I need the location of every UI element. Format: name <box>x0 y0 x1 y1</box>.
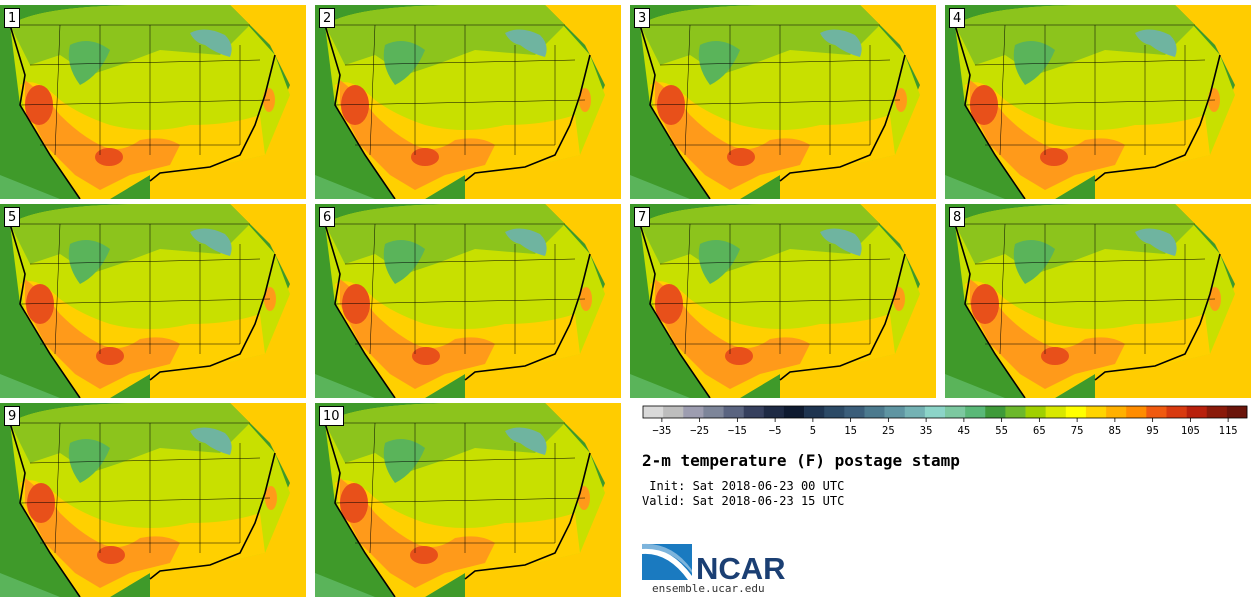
ensemble-member-panel: 10 <box>315 403 621 597</box>
colorbar-segment <box>1005 406 1026 418</box>
colorbar-tick-label: −15 <box>728 425 747 437</box>
colorbar-segment <box>1025 406 1046 418</box>
colorbar-tick-label: −5 <box>769 425 782 437</box>
colorbar-tick-label: 65 <box>1033 425 1046 437</box>
colorbar-tick-label: 95 <box>1146 425 1159 437</box>
member-number-label: 8 <box>949 207 966 227</box>
chart-title: 2-m temperature (F) postage stamp <box>642 451 960 470</box>
member-number-label: 9 <box>4 406 21 426</box>
ensemble-member-panel: 7 <box>630 204 936 398</box>
colorbar-tick-label: 35 <box>920 425 933 437</box>
temperature-map <box>315 403 621 597</box>
colorbar-segment <box>723 406 744 418</box>
temperature-map <box>945 5 1251 199</box>
colorbar-segment <box>824 406 845 418</box>
colorbar-segment <box>884 406 906 418</box>
temperature-map <box>0 403 306 597</box>
member-number-label: 10 <box>319 406 344 426</box>
colorbar-tick-label: 5 <box>810 425 816 437</box>
colorbar-segment <box>1226 406 1248 418</box>
ensemble-member-panel: 6 <box>315 204 621 398</box>
member-number-label: 2 <box>319 8 336 28</box>
ncar-logo: NCAR <box>642 543 786 584</box>
temperature-map <box>630 204 936 398</box>
colorbar-segment <box>924 406 946 418</box>
init-time: Init: Sat 2018-06-23 00 UTC <box>642 479 845 493</box>
colorbar-frame <box>642 405 1248 419</box>
colorbar-segment <box>1045 406 1067 418</box>
colorbar-segment <box>663 406 684 418</box>
site-url: ensemble.ucar.edu <box>652 582 765 595</box>
colorbar-segment <box>965 406 986 418</box>
temperature-map <box>0 204 306 398</box>
colorbar-segment <box>945 406 966 418</box>
colorbar-segment <box>804 406 825 418</box>
colorbar-tick-label: 85 <box>1109 425 1122 437</box>
colorbar-segment <box>1186 406 1208 418</box>
colorbar-tick-label: 45 <box>958 425 971 437</box>
temperature-map <box>630 5 936 199</box>
colorbar-segment <box>643 406 664 418</box>
colorbar-segment <box>703 406 724 418</box>
colorbar-segment <box>844 406 865 418</box>
temperature-map <box>0 5 306 199</box>
member-number-label: 3 <box>634 8 651 28</box>
ensemble-member-panel: 9 <box>0 403 306 597</box>
colorbar-tick-label: 25 <box>882 425 895 437</box>
colorbar-segment <box>783 406 805 418</box>
ensemble-member-panel: 3 <box>630 5 936 199</box>
ncar-logo-text: NCAR <box>696 551 786 584</box>
colorbar-segment <box>1106 406 1127 418</box>
colorbar-segment <box>743 406 765 418</box>
colorbar-segment <box>904 406 926 418</box>
colorbar-segment <box>985 406 1006 418</box>
member-number-label: 1 <box>4 8 21 28</box>
temperature-colorbar: −35 −25 −15 −5 5 15 25 35 45 55 65 75 85 95 105 115 <box>642 405 1248 437</box>
colorbar-segment <box>1206 406 1228 418</box>
colorbar-tick-label: 105 <box>1181 425 1200 437</box>
colorbar-segment <box>763 406 785 418</box>
member-number-label: 7 <box>634 207 651 227</box>
colorbar-segment <box>683 406 704 418</box>
valid-time: Valid: Sat 2018-06-23 15 UTC <box>642 494 845 508</box>
colorbar-segment <box>1065 406 1087 418</box>
ensemble-member-panel: 8 <box>945 204 1251 398</box>
ensemble-member-panel: 4 <box>945 5 1251 199</box>
colorbar-tick-label: −35 <box>652 425 671 437</box>
colorbar-segment <box>1126 406 1147 418</box>
colorbar-tick-label: 75 <box>1071 425 1084 437</box>
colorbar-tick-label: −25 <box>690 425 709 437</box>
colorbar-tick-label: 15 <box>844 425 857 437</box>
temperature-map <box>945 204 1251 398</box>
temperature-map <box>315 5 621 199</box>
colorbar-segment <box>1146 406 1167 418</box>
colorbar-tick-label: 55 <box>995 425 1008 437</box>
colorbar-tick-label: 115 <box>1219 425 1238 437</box>
ensemble-member-panel: 1 <box>0 5 306 199</box>
colorbar-segment <box>1166 406 1187 418</box>
ensemble-member-panel: 5 <box>0 204 306 398</box>
member-number-label: 4 <box>949 8 966 28</box>
temperature-map <box>315 204 621 398</box>
member-number-label: 5 <box>4 207 21 227</box>
ensemble-member-panel: 2 <box>315 5 621 199</box>
colorbar-segment <box>1085 406 1107 418</box>
member-number-label: 6 <box>319 207 336 227</box>
colorbar-segment <box>864 406 885 418</box>
